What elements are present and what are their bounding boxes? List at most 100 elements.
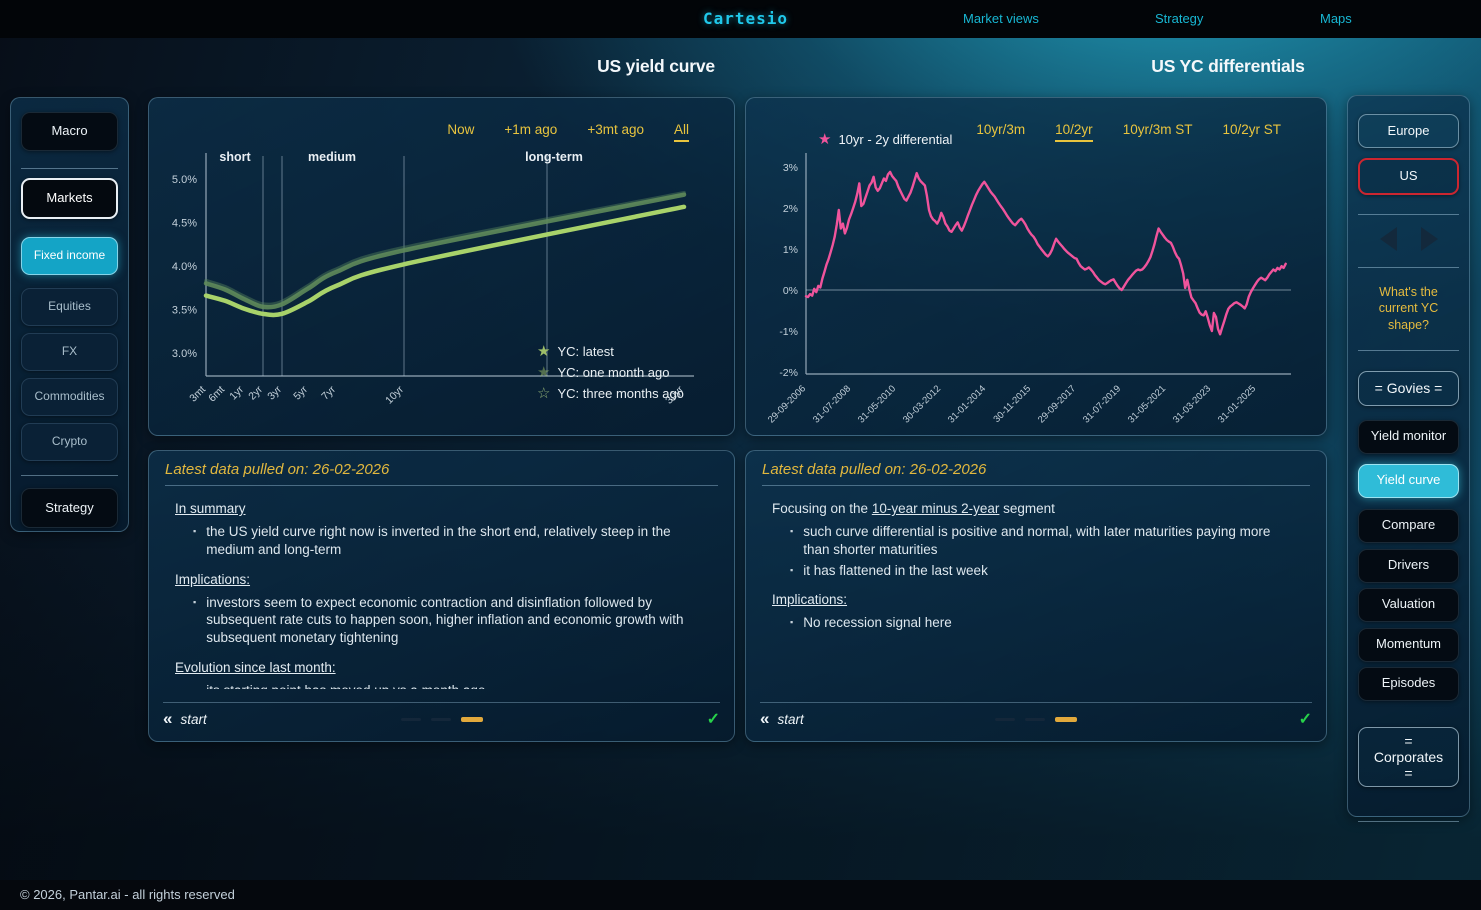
corporates-section-button[interactable]: = Corporates =: [1358, 726, 1459, 787]
copyright-text: © 2026, Pantar.ai - all rights reserved: [20, 887, 235, 902]
top-nav: Cartesio Market views Strategy Maps: [0, 0, 1481, 38]
star-icon: ★: [537, 343, 551, 360]
svg-text:30-11-2015: 30-11-2015: [991, 383, 1033, 425]
sidebar-item-markets[interactable]: Markets: [21, 178, 118, 219]
tab-now[interactable]: Now: [447, 122, 475, 137]
bullet-text: such curve differential is positive and …: [803, 524, 1271, 557]
svg-text:31-01-2014: 31-01-2014: [946, 383, 988, 425]
svg-text:10yr: 10yr: [383, 383, 406, 406]
svg-text:31-01-2025: 31-01-2025: [1216, 383, 1258, 425]
menu-item-yield-curve[interactable]: Yield curve: [1358, 463, 1459, 498]
tab-10-2yr-st[interactable]: 10/2yr ST: [1222, 122, 1281, 137]
star-icon: ★: [537, 364, 551, 381]
arrow-left-icon[interactable]: [1379, 227, 1397, 251]
bullet-text: its starting point has moved up vs a mon…: [206, 682, 485, 689]
bullet-item: ▪ investors seem to expect economic contr…: [193, 594, 708, 647]
sidebar-item-fixed-income[interactable]: Fixed income: [21, 237, 118, 275]
differential-chart-panel: 10yr/3m 10/2yr 10yr/3m ST 10/2yr ST ★ 10yr …: [745, 97, 1327, 436]
legend-label: YC: three months ago: [557, 386, 684, 401]
svg-text:-2%: -2%: [779, 367, 798, 379]
check-icon: ✓: [1298, 711, 1312, 728]
tab-10yr-3m-st[interactable]: 10yr/3m ST: [1122, 122, 1193, 137]
divider: [1358, 820, 1459, 822]
bullet-text: it has flattened in the last week: [803, 562, 988, 578]
sidebar-item-macro[interactable]: Macro: [21, 112, 118, 151]
sidebar-item-commodities[interactable]: Commodities: [21, 378, 118, 416]
menu-item-valuation[interactable]: Valuation: [1358, 587, 1459, 622]
double-chevron-left-icon: «: [760, 709, 770, 728]
svg-text:2yr: 2yr: [246, 383, 265, 402]
menu-item-compare[interactable]: Compare: [1358, 508, 1459, 543]
svg-text:3%: 3%: [783, 162, 798, 174]
page-dot-0[interactable]: [400, 717, 421, 721]
tab-10-2yr[interactable]: 10/2yr: [1055, 122, 1093, 142]
bullet-icon: ▪: [193, 596, 197, 607]
star-icon: ☆: [537, 385, 551, 402]
svg-text:3.0%: 3.0%: [172, 348, 197, 360]
svg-text:short: short: [219, 150, 251, 164]
back-to-start-button[interactable]: « start: [760, 709, 804, 729]
svg-text:1%: 1%: [783, 244, 798, 256]
bullet-item: ▪ such curve differential is positive and…: [790, 523, 1300, 559]
data-pulled-header: Latest data pulled on: 26-02-2026: [165, 461, 718, 486]
footer-bar: © 2026, Pantar.ai - all rights reserved: [0, 880, 1481, 910]
page-dot-1[interactable]: [430, 717, 451, 721]
nav-link-market-views[interactable]: Market views: [963, 11, 1039, 26]
summary-footer: « start ✓: [163, 702, 720, 735]
sidebar-item-crypto[interactable]: Crypto: [21, 423, 118, 461]
svg-text:4.5%: 4.5%: [172, 218, 197, 230]
menu-item-drivers[interactable]: Drivers: [1358, 548, 1459, 583]
sidebar-item-equities[interactable]: Equities: [21, 288, 118, 326]
tab-all[interactable]: All: [673, 122, 689, 142]
back-label: start: [777, 711, 804, 727]
tab-3mt-ago[interactable]: +3mt ago: [587, 122, 644, 137]
tab-10yr-3m[interactable]: 10yr/3m: [976, 122, 1026, 137]
sidebar-item-fx[interactable]: FX: [21, 333, 118, 371]
x-axis-labels: 29-09-2006 31-07-2008 31-05-2010 30-03-2012…: [766, 383, 1258, 425]
right-sidebar: Europe US What's the current YC shape? =…: [1347, 95, 1470, 822]
govies-section-button[interactable]: = Govies =: [1358, 370, 1459, 406]
svg-text:31-03-2023: 31-03-2023: [1171, 383, 1213, 425]
region-button-us[interactable]: US: [1358, 158, 1459, 195]
section-heading: In summary: [175, 501, 246, 516]
divider: [1358, 267, 1459, 268]
menu-item-yield-monitor[interactable]: Yield monitor: [1358, 419, 1459, 454]
legend-label: YC: one month ago: [557, 365, 670, 380]
bullet-icon: ▪: [193, 682, 196, 689]
differential-tabs: 10yr/3m 10/2yr 10yr/3m ST 10/2yr ST: [976, 122, 1281, 142]
nav-link-strategy[interactable]: Strategy: [1155, 11, 1204, 26]
bullet-icon: ▪: [790, 564, 794, 575]
bullet-text: the US yield curve right now is inverted…: [206, 524, 671, 557]
focus-intro-line: Focusing on the 10-year minus 2-year seg…: [772, 501, 1055, 516]
region-button-europe[interactable]: Europe: [1358, 114, 1459, 148]
summary-body: Focusing on the 10-year minus 2-year seg…: [746, 486, 1326, 689]
svg-text:-1%: -1%: [779, 326, 798, 338]
app-logo[interactable]: Cartesio: [703, 9, 789, 28]
menu-item-episodes[interactable]: Episodes: [1358, 666, 1459, 701]
bullet-item: ▪ the US yield curve right now is inverte…: [193, 523, 708, 559]
svg-text:1yr: 1yr: [227, 383, 246, 402]
page-dot-1[interactable]: [1025, 717, 1045, 721]
divider: [21, 168, 118, 169]
svg-text:5yr: 5yr: [291, 383, 310, 402]
menu-item-momentum[interactable]: Momentum: [1358, 627, 1459, 662]
page-dot-2[interactable]: [1055, 716, 1077, 722]
series-lines: [203, 190, 687, 318]
bullet-item: ▪ its starting point has moved up vs a mo…: [193, 682, 708, 689]
svg-text:29-09-2017: 29-09-2017: [1036, 383, 1078, 425]
axes: [205, 153, 694, 377]
nav-link-maps[interactable]: Maps: [1320, 11, 1352, 26]
yc-shape-question-link[interactable]: What's the current YC shape?: [1378, 285, 1439, 332]
back-to-start-button[interactable]: « start: [163, 709, 207, 729]
axes: [805, 153, 1291, 375]
page-dot-0[interactable]: [995, 717, 1015, 721]
arrow-right-icon[interactable]: [1420, 227, 1438, 251]
svg-text:2%: 2%: [783, 203, 798, 215]
tab-1m-ago[interactable]: +1m ago: [504, 122, 558, 137]
differential-summary-panel: Latest data pulled on: 26-02-2026 Focusi…: [745, 450, 1327, 742]
page-dot-2[interactable]: [460, 716, 483, 722]
sidebar-item-strategy[interactable]: Strategy: [21, 488, 118, 528]
differential-legend: ★ 10yr - 2y differential: [818, 132, 952, 147]
svg-text:4.0%: 4.0%: [172, 261, 197, 273]
